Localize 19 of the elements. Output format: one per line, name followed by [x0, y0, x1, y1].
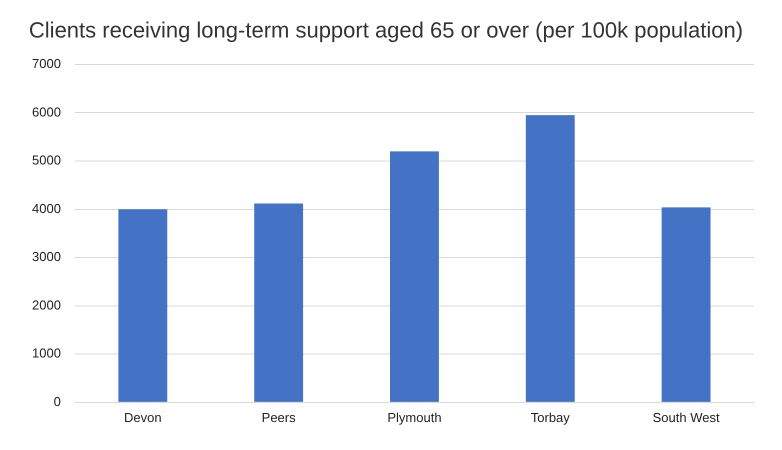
y-tick-label: 0: [54, 394, 61, 409]
y-tick-label: 2000: [32, 297, 61, 312]
x-tick-label: Peers: [262, 410, 296, 425]
x-tick-label: Devon: [124, 410, 162, 425]
chart-title: Clients receiving long-term support aged 65 or over (per 100k population): [28, 17, 744, 42]
y-tick-label: 4000: [32, 200, 61, 216]
bar: [390, 151, 439, 402]
y-tick-label: 3000: [32, 249, 61, 264]
bar: [662, 207, 711, 402]
bar: [526, 115, 575, 402]
y-tick-label: 6000: [32, 104, 61, 120]
y-tick-label: 1000: [32, 346, 61, 361]
y-tick-label: 5000: [32, 152, 61, 168]
bar: [254, 203, 304, 402]
y-tick-label: 7000: [32, 56, 61, 71]
x-tick-label: Plymouth: [387, 410, 442, 425]
bar: [118, 209, 168, 402]
x-tick-label: South West: [652, 410, 720, 425]
x-tick-label: Torbay: [530, 410, 570, 425]
